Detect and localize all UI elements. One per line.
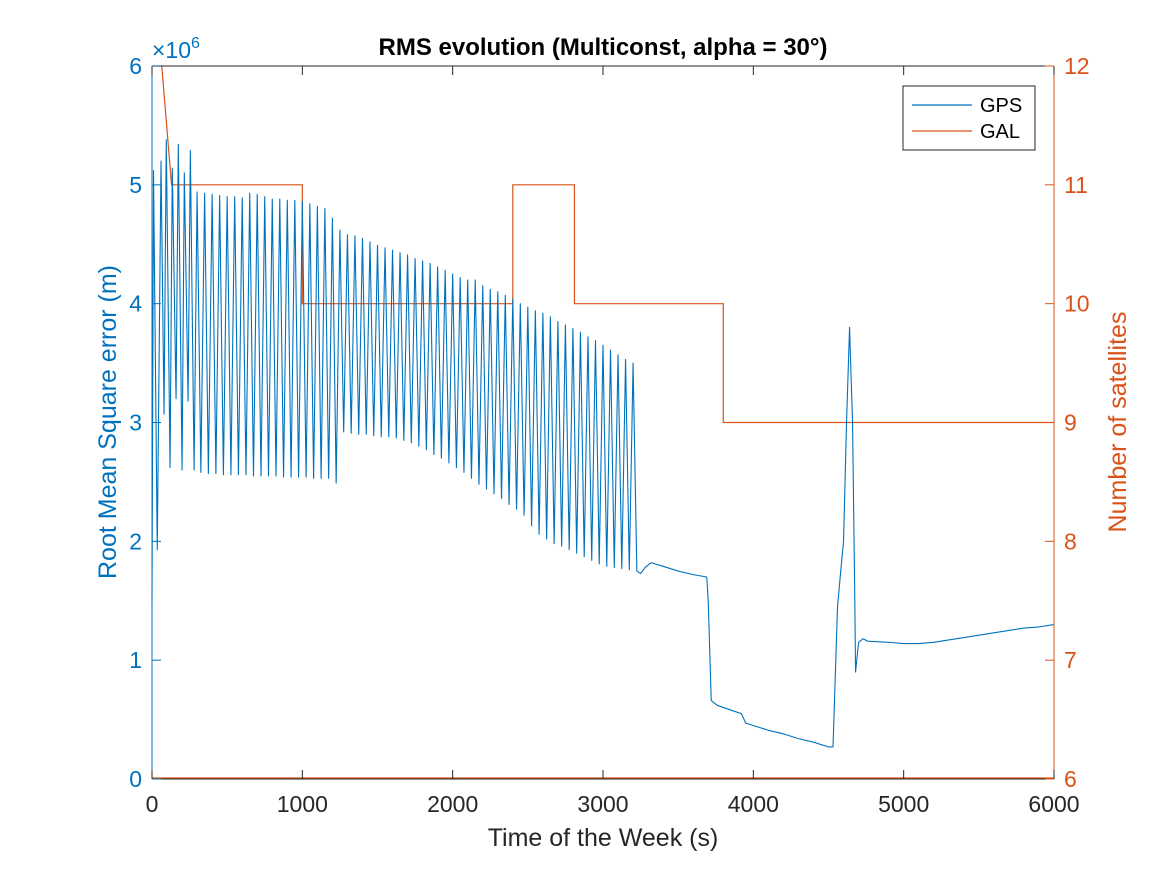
left-exponent-power: 6 [191, 35, 200, 52]
y-right-tick-label: 6 [1064, 766, 1077, 792]
gps-series-group [151, 139, 1055, 748]
y-left-tick-label: 4 [129, 291, 142, 317]
y-left-tick-label: 3 [129, 410, 142, 436]
y-right-ticks-group: 6 7 8 9 10 11 12 [1045, 53, 1090, 792]
chart-title: RMS evolution (Multiconst, alpha = 30°) [379, 34, 828, 61]
x-tick-label: 2000 [427, 791, 478, 817]
y-left-ticks-group: 0 1 2 3 4 5 6 [129, 53, 161, 792]
legend-box [902, 85, 1036, 151]
x-tick-label: 6000 [1028, 791, 1079, 817]
y-left-tick-label: 5 [129, 172, 142, 198]
y-left-tick-label: 6 [129, 53, 142, 79]
y-right-tick-label: 11 [1064, 172, 1088, 198]
y-right-tick-label: 7 [1064, 647, 1077, 673]
x-ticks-group: 0 1000 2000 3000 4000 5000 6000 [146, 66, 1080, 817]
y-left-tick-label: 1 [129, 647, 142, 673]
gps-line [151, 139, 1055, 748]
legend-label-gal: GAL [980, 121, 1020, 143]
left-exponent-base: ×10 [152, 37, 191, 63]
x-tick-label: 0 [146, 791, 159, 817]
legend: GPS GAL [902, 85, 1036, 151]
x-tick-label: 4000 [728, 791, 779, 817]
x-axis-label: Time of the Week (s) [488, 824, 719, 852]
legend-label-gps: GPS [980, 95, 1022, 117]
y-right-tick-label: 10 [1064, 291, 1090, 317]
x-tick-label: 5000 [878, 791, 929, 817]
gal-line [152, 65, 1054, 424]
y-right-tick-label: 12 [1064, 53, 1090, 79]
y-left-tick-label: 0 [129, 766, 142, 792]
y-left-axis-label: Root Mean Square error (m) [94, 265, 122, 579]
y-right-tick-label: 9 [1064, 410, 1077, 436]
x-tick-label: 1000 [277, 791, 328, 817]
x-tick-label: 3000 [577, 791, 628, 817]
y-left-tick-label: 2 [129, 528, 142, 554]
y-right-tick-label: 8 [1064, 528, 1077, 554]
y-right-axis-label: Number of satellites [1104, 312, 1132, 533]
left-exponent-label: ×106 [152, 35, 200, 63]
